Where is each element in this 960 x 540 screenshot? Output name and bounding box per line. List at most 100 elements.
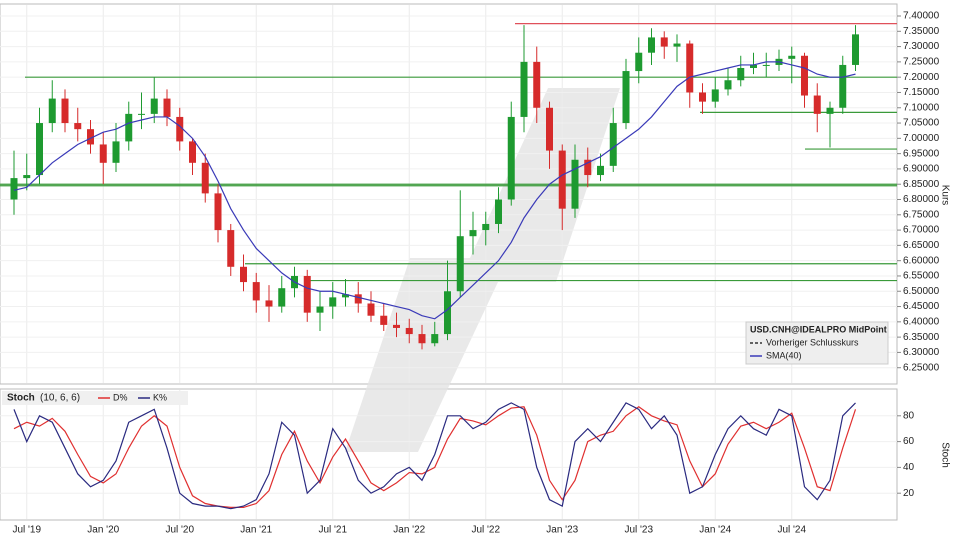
candle-body [240,266,247,283]
y-tick-label: 6.35000 [903,332,940,343]
candle-body [495,199,502,224]
candle-body [99,144,107,163]
x-tick-label: Jul '20 [165,525,194,536]
candle-body [597,165,604,176]
y-tick-label: 6.55000 [903,271,940,282]
candle-body [456,236,464,292]
legend-label: USD.CNH@IDEALPRO MidPoint [750,324,887,334]
candle-body [125,113,133,142]
candle-body [163,98,171,117]
candle-body [189,141,196,163]
y-axis-title: Stoch [939,442,950,468]
x-tick-label: Jan '24 [699,525,731,536]
candle-body [750,64,757,68]
y-tick-label: 6.40000 [903,316,940,327]
candle-body [10,178,18,200]
x-tick-label: Jul '21 [318,525,347,536]
y-tick-label: 7.10000 [903,102,940,113]
y-tick-label: 40 [903,462,915,473]
y-tick-label: 7.00000 [903,133,940,144]
candle-body [839,64,847,108]
candle-body [533,61,541,108]
x-tick-label: Jan '20 [87,525,119,536]
x-tick-label: Jan '23 [546,525,578,536]
candle-body [176,116,184,142]
candle-body [48,98,56,124]
candle-body [405,327,413,335]
candle-body [354,294,362,304]
y-tick-label: 7.05000 [903,118,940,129]
candle-body [201,162,209,194]
stoch-line [13,402,856,510]
watermark [345,88,620,452]
candle-body [393,324,400,328]
y-tick-label: 20 [903,488,915,499]
x-tick-label: Jan '21 [240,525,272,536]
candle-body [431,334,439,344]
candle-body [265,300,273,307]
candle-body [138,113,145,115]
candle-body [686,43,694,93]
candle-body [558,150,566,209]
candle-body [444,291,451,335]
candle-body [74,123,82,130]
candle-body [507,116,515,200]
y-tick-label: 6.80000 [903,194,940,205]
x-tick-label: Jul '24 [777,525,806,536]
y-tick-label: 6.75000 [903,209,940,220]
candle-body [227,230,235,267]
candle-body [214,193,222,231]
candle-body [635,52,643,72]
candle-body [61,98,69,124]
stoch-header [2,391,188,405]
y-tick-label: 7.25000 [903,57,940,68]
candle-body [571,159,579,209]
candle-body [482,223,490,231]
y-tick-label: 6.30000 [903,347,940,358]
candle-body [826,107,834,114]
candle-body [852,34,859,65]
y-tick-label: 6.50000 [903,286,940,297]
y-tick-label: 80 [903,410,915,421]
candle-body [367,303,375,316]
candle-body [252,282,260,301]
x-tick-label: Jul '19 [12,525,41,536]
x-tick-label: Jul '22 [471,525,500,536]
candle-body [788,55,796,59]
y-tick-label: 7.20000 [903,72,940,83]
candle-body [342,294,349,298]
candle-body [329,297,337,307]
legend-box [745,321,889,365]
candle-body [724,80,732,90]
y-tick-label: 7.30000 [903,41,940,52]
y-tick-label: 6.85000 [903,179,940,190]
y-tick-label: 7.15000 [903,87,940,98]
panel-subtitle: (10, 6, 6) [40,393,80,404]
candle-body [813,95,821,114]
candle-body [303,275,311,313]
y-tick-label: 6.70000 [903,225,940,236]
candle-body [622,71,630,124]
candle-body [112,141,120,163]
candle-body [546,107,553,151]
y-tick-label: 6.95000 [903,148,940,159]
y-tick-label: 7.40000 [903,11,940,22]
candle-body [673,43,681,47]
y-tick-label: 6.25000 [903,362,940,373]
stoch-panel [0,388,898,521]
candle-body [418,334,426,344]
sma-line [13,61,856,320]
legend-label: Vorheriger Schlusskurs [766,337,859,347]
y-tick-label: 6.90000 [903,164,940,175]
candle-body [584,159,592,176]
candle-body [316,306,324,313]
candle-body [648,37,655,53]
candle-body [87,129,94,145]
y-tick-label: 6.65000 [903,240,940,251]
candle-body [801,55,808,96]
y-tick-label: 6.45000 [903,301,940,312]
y-tick-label: 6.60000 [903,255,940,266]
x-tick-label: Jul '23 [624,525,653,536]
legend-label: SMA(40) [766,350,802,360]
